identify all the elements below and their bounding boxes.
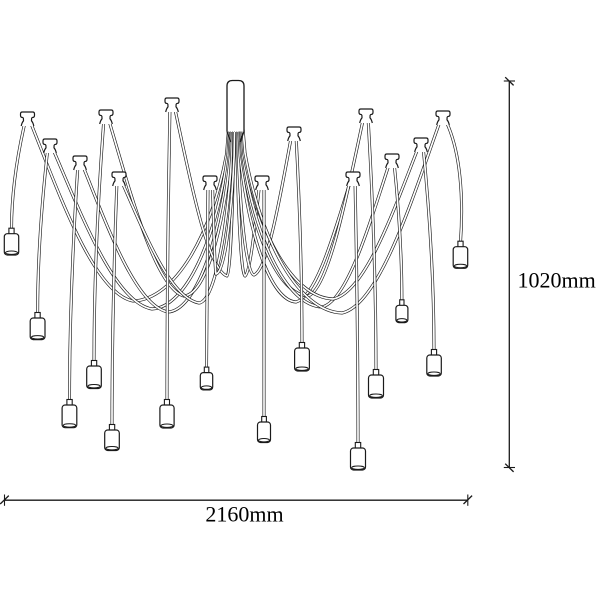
svg-text:1020mm: 1020mm	[518, 268, 596, 293]
svg-text:2160mm: 2160mm	[205, 502, 283, 527]
